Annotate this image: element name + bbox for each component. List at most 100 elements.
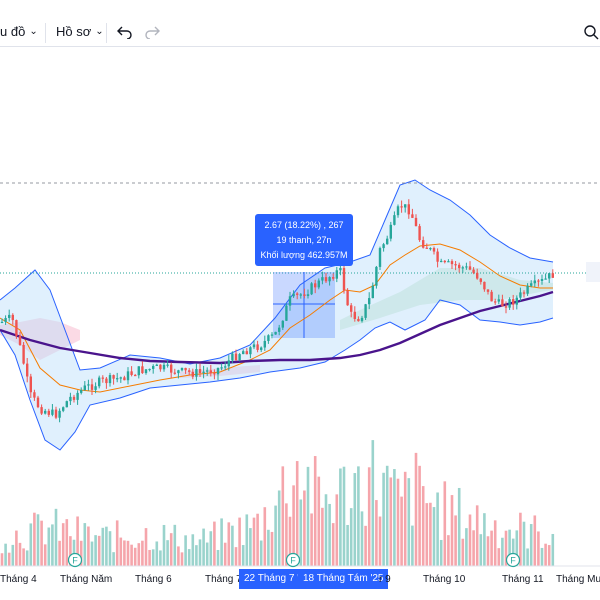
chevron-down-icon: ⌄: [95, 26, 104, 37]
candle-body: [260, 347, 263, 350]
candle-body: [69, 396, 72, 402]
candle-body: [130, 371, 133, 375]
candle-body: [213, 373, 216, 375]
candle-body: [504, 306, 508, 308]
volume-bar: [33, 512, 36, 566]
volume-bar: [310, 513, 313, 566]
candle-body: [123, 377, 126, 381]
undo-icon[interactable]: [114, 21, 136, 43]
volume-bar: [295, 461, 299, 566]
candle-body: [288, 296, 292, 306]
volume-bar: [497, 548, 501, 566]
candle-body: [198, 369, 202, 373]
candle-body: [98, 377, 101, 387]
volume-bar: [382, 472, 385, 566]
volume-bar: [432, 507, 436, 566]
candle-body: [418, 226, 421, 241]
volume-bar: [367, 467, 371, 566]
candle-body: [479, 278, 482, 282]
volume-bar: [277, 490, 281, 566]
time-axis-label: r 9: [379, 574, 391, 585]
search-icon[interactable]: [580, 21, 600, 43]
volume-bar: [54, 508, 58, 566]
volume-bar: [169, 533, 173, 566]
measure-change: 2.67 (18.22%) , 267: [264, 220, 344, 230]
time-axis-label: Tháng 7: [205, 574, 242, 585]
redo-icon[interactable]: [141, 21, 163, 43]
volume-bar: [501, 537, 504, 566]
candle-body: [339, 268, 342, 271]
candle-body: [303, 294, 306, 297]
candle-body: [116, 378, 119, 380]
volume-bar: [281, 466, 285, 566]
volume-bar: [144, 528, 148, 566]
candle-body: [90, 384, 94, 390]
volume-bar: [357, 466, 360, 566]
time-axis-label: Tháng 11: [502, 574, 544, 585]
candle-body: [170, 364, 173, 373]
volume-bar: [180, 552, 184, 566]
price-scale-marker: [586, 262, 600, 282]
candle-body: [270, 334, 274, 336]
candle-body: [80, 390, 83, 393]
candle-body: [166, 364, 169, 366]
candle-body: [544, 278, 547, 280]
volume-bar: [331, 523, 335, 566]
candle-body: [508, 299, 511, 308]
candle-body: [0, 321, 4, 324]
candle-body: [522, 292, 526, 294]
volume-bar: [0, 553, 4, 566]
candle-body: [328, 277, 331, 282]
volume-bar: [4, 543, 7, 566]
volume-bar: [429, 502, 432, 566]
measure-bars: 19 thanh, 27n: [276, 235, 332, 245]
candle-body: [436, 251, 439, 262]
volume-bar: [151, 549, 155, 566]
candle-body: [188, 370, 191, 372]
candle-body: [512, 299, 515, 305]
event-marker-label: F: [510, 556, 516, 566]
volume-bar: [421, 486, 425, 566]
volume-bar: [83, 523, 87, 566]
candle-body: [249, 347, 252, 355]
candle-body: [227, 360, 230, 367]
chart-type-menu[interactable]: u đồ ⌄: [0, 24, 38, 39]
candle-body: [162, 364, 166, 370]
volume-bar: [137, 543, 141, 566]
candle-body: [494, 301, 497, 303]
candle-body: [94, 386, 97, 390]
candle-body: [350, 305, 353, 312]
volume-bar: [25, 550, 29, 566]
volume-bar: [227, 522, 231, 566]
candle-body: [533, 280, 536, 284]
volume-bar: [29, 523, 33, 566]
candle-body: [371, 285, 374, 299]
volume-bar: [393, 469, 396, 566]
candle-body: [119, 377, 122, 379]
volume-bar: [439, 539, 443, 566]
candle-body: [458, 264, 461, 269]
candle-body: [224, 366, 227, 368]
volume-bar: [436, 492, 439, 566]
candle-body: [8, 314, 11, 318]
candle-body: [238, 354, 241, 361]
candle-body: [490, 291, 493, 302]
volume-bar: [231, 525, 234, 566]
volume-bar: [51, 524, 54, 566]
candle-body: [299, 294, 302, 296]
volume-bar: [205, 542, 209, 566]
profile-menu[interactable]: Hồ sơ ⌄: [56, 24, 104, 39]
candle-body: [537, 280, 540, 282]
volume-bar: [7, 552, 11, 566]
candle-body: [242, 351, 245, 355]
candle-body: [105, 378, 108, 384]
volume-bar: [47, 527, 51, 566]
volume-bar: [263, 507, 267, 566]
volume-bar: [173, 524, 177, 566]
candle-body: [134, 374, 137, 377]
candle-body: [393, 215, 396, 225]
candle-body: [58, 410, 61, 418]
volume-bar: [526, 548, 529, 566]
candle-body: [360, 317, 364, 322]
